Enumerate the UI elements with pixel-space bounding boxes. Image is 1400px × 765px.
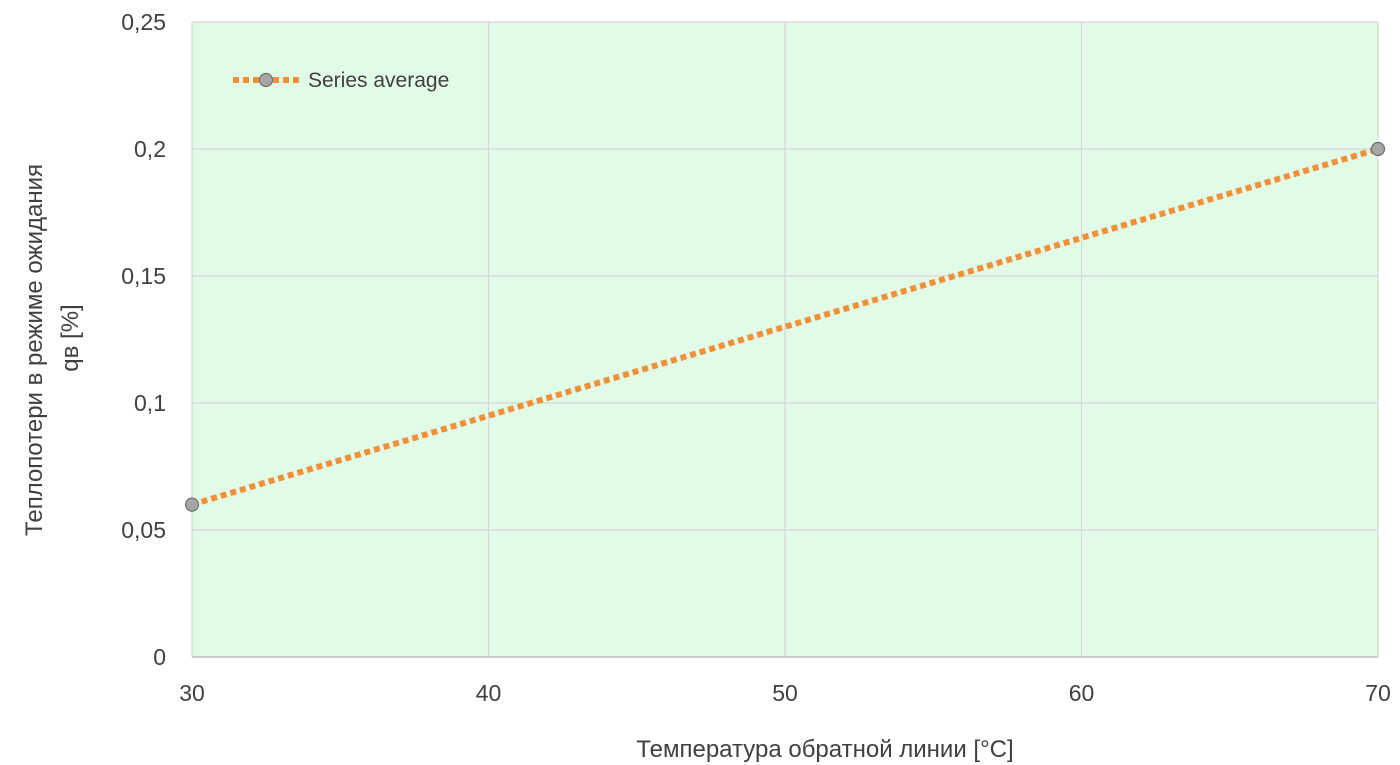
x-tick-label: 50 [772,680,798,706]
data-point [1370,141,1386,157]
x-tick-labels: 30 40 50 60 70 [179,680,1391,706]
x-tick-label: 40 [476,680,502,706]
x-axis-title: Температура обратной линии [°C] [636,736,1013,763]
x-tick-label: 70 [1365,680,1391,706]
y-tick-label: 0,25 [121,9,166,35]
gridlines [191,21,1379,657]
y-tick-label: 0,2 [134,136,166,162]
legend-marker [258,72,274,88]
data-point [184,497,200,512]
legend: Series average [233,69,449,92]
y-tick-label: 0,15 [121,263,166,289]
series-layer [184,141,1386,512]
y-axis-title-line-1: Теплопотери в режиме ожидания [21,164,48,536]
x-tick-label: 60 [1069,680,1095,706]
y-tick-label: 0 [153,644,166,670]
legend-label-series-average: Series average [308,69,449,92]
x-tick-label: 30 [179,680,205,706]
y-tick-label: 0,1 [134,390,166,416]
y-axis-title-line-2: qв [%] [57,304,84,371]
series-line [191,146,1379,508]
y-tick-label: 0,05 [121,517,166,543]
y-tick-labels: 0 0,05 0,1 0,15 0,2 0,25 [121,9,166,670]
